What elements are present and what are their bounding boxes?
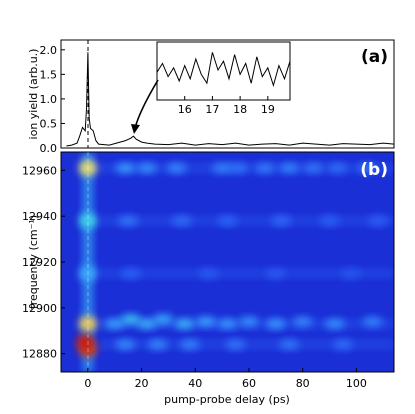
heatmap-point: [166, 163, 187, 174]
panel-a-yticks: 0.0 0.5 1.0 1.5 2.0: [40, 44, 65, 155]
ytick-label: 0.5: [40, 117, 58, 130]
heatmap-point: [362, 316, 383, 327]
inset: 16 17 18 19: [156, 41, 291, 116]
heatmap-point: [279, 163, 300, 174]
heatmap-point: [120, 268, 141, 279]
xtick-label: 80: [296, 377, 310, 390]
heatmap-point: [271, 215, 292, 226]
panel-b-yticks: 12880 12900 12920 12940 12960: [22, 164, 65, 361]
series-line: [66, 52, 394, 147]
xtick-label: 20: [135, 377, 149, 390]
heatmap-point: [217, 318, 238, 329]
heatmap-point: [136, 318, 157, 329]
heatmap-point: [174, 318, 195, 329]
heatmap-point: [153, 314, 174, 325]
heatmap-point: [367, 215, 388, 226]
heatmap-point: [324, 318, 345, 329]
heatmap-background: [61, 152, 394, 372]
heatmap-point: [217, 215, 238, 226]
ytick-label: 1.0: [40, 93, 58, 106]
inset-xtick-label: 17: [205, 103, 219, 116]
heatmap-point: [265, 318, 286, 329]
xtick-label: 40: [188, 377, 202, 390]
ytick-label: 2.0: [40, 44, 58, 57]
heatmap-point: [212, 163, 233, 174]
heatmap-marks: [76, 152, 394, 372]
heatmap-point: [228, 163, 249, 174]
ytick-label: 12900: [22, 302, 57, 315]
heatmap-point: [319, 215, 340, 226]
heatmap-point: [198, 268, 219, 279]
panel-b-label: (b): [360, 160, 388, 180]
ytick-label: 12920: [22, 256, 57, 269]
heatmap-point: [147, 339, 168, 350]
heatmap-point: [179, 339, 200, 350]
panel-b-xlabel: pump-probe delay (ps): [164, 393, 290, 406]
heatmap-point: [115, 163, 136, 174]
heatmap-point: [225, 339, 246, 350]
heatmap-point: [292, 316, 313, 327]
panel-b-xticks: 0 20 40 60 80 100: [84, 368, 367, 390]
heatmap-point: [238, 316, 259, 327]
inset-xticks: 16 17 18 19: [178, 96, 275, 116]
panel-a-trace: [66, 52, 394, 147]
ytick-label: 12880: [22, 348, 57, 361]
heatmap-row-streak: [98, 216, 394, 225]
heatmap-point: [78, 212, 97, 229]
panel-b: 12880 12900 12920 12940 12960 0 20 40 60 80 100 (…: [22, 151, 395, 406]
panel-a-ylabel: ion yield (arb.u.): [27, 49, 40, 140]
ytick-label: 0.0: [40, 142, 58, 155]
xtick-label: 60: [242, 377, 256, 390]
heatmap-zero-band: [82, 152, 93, 372]
inset-trace: [156, 52, 291, 88]
panel-a: 0.0 0.5 1.0 1.5 2.0 (a) ion yield (arb.u.) 1…: [27, 39, 395, 155]
ytick-label: 12960: [22, 164, 57, 177]
heatmap-point: [78, 265, 97, 282]
heatmap-point: [115, 339, 136, 350]
heatmap-point: [76, 334, 95, 351]
inset-frame: [156, 41, 291, 101]
inset-xtick-label: 19: [261, 103, 275, 116]
heatmap-point: [196, 316, 217, 327]
heatmap-point: [279, 339, 300, 350]
heatmap-point: [171, 215, 192, 226]
heatmap-point: [120, 314, 141, 325]
heatmap-point: [78, 315, 97, 332]
ytick-label: 12940: [22, 210, 57, 223]
panel-a-label: (a): [361, 47, 388, 67]
heatmap-point: [78, 160, 97, 177]
heatmap-point: [303, 163, 324, 174]
panel-b-ylabel: frequency (cm⁻¹): [27, 215, 40, 309]
heatmap-row-streak: [98, 269, 394, 278]
heatmap-point: [265, 268, 286, 279]
inset-series-line: [156, 52, 291, 88]
inset-xtick-label: 16: [178, 103, 192, 116]
inset-arrow-head: [131, 124, 140, 134]
xtick-label: 0: [84, 377, 91, 390]
heatmap-point: [255, 163, 276, 174]
heatmap-row-streak: [98, 340, 394, 349]
heatmap-point: [332, 339, 353, 350]
heatmap-point: [357, 163, 378, 174]
heatmap-point: [118, 215, 139, 226]
xtick-label: 100: [346, 377, 367, 390]
heatmap-point: [341, 268, 362, 279]
heatmap-point: [327, 163, 348, 174]
heatmap-point: [136, 163, 157, 174]
inset-xtick-label: 18: [233, 103, 247, 116]
heatmap-point: [104, 318, 125, 329]
ytick-label: 1.5: [40, 68, 58, 81]
